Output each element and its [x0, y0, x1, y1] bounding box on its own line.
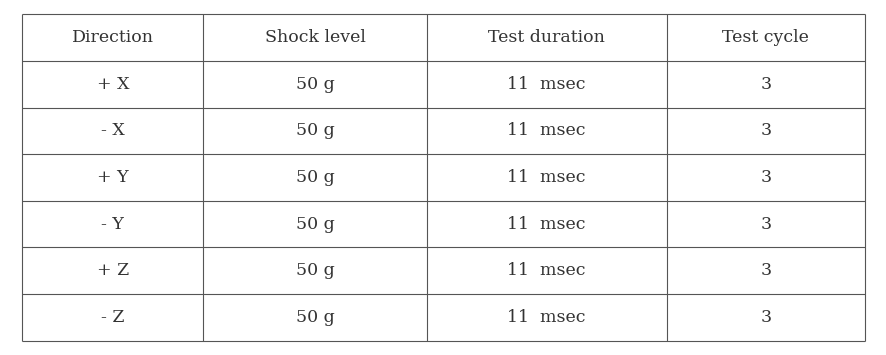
Text: - Z: - Z — [101, 309, 124, 326]
Text: 11  msec: 11 msec — [507, 122, 586, 140]
Text: 3: 3 — [759, 122, 771, 140]
Text: 50 g: 50 g — [295, 215, 334, 233]
Text: 50 g: 50 g — [295, 169, 334, 186]
Text: 3: 3 — [759, 309, 771, 326]
Text: Shock level: Shock level — [264, 29, 365, 46]
Text: Direction: Direction — [72, 29, 153, 46]
Text: 3: 3 — [759, 215, 771, 233]
Text: + X: + X — [97, 76, 128, 93]
Text: 11  msec: 11 msec — [507, 76, 586, 93]
Text: 3: 3 — [759, 169, 771, 186]
Text: 11  msec: 11 msec — [507, 215, 586, 233]
Text: - X: - X — [101, 122, 125, 140]
Text: + Y: + Y — [97, 169, 128, 186]
Text: 3: 3 — [759, 76, 771, 93]
Text: - Y: - Y — [101, 215, 124, 233]
Text: Test duration: Test duration — [487, 29, 604, 46]
Text: 50 g: 50 g — [295, 122, 334, 140]
Text: 3: 3 — [759, 262, 771, 279]
Text: + Z: + Z — [97, 262, 128, 279]
Text: 50 g: 50 g — [295, 309, 334, 326]
Text: 50 g: 50 g — [295, 76, 334, 93]
Text: 50 g: 50 g — [295, 262, 334, 279]
Text: 11  msec: 11 msec — [507, 169, 586, 186]
Text: 11  msec: 11 msec — [507, 309, 586, 326]
Text: 11  msec: 11 msec — [507, 262, 586, 279]
Text: Test cycle: Test cycle — [721, 29, 808, 46]
